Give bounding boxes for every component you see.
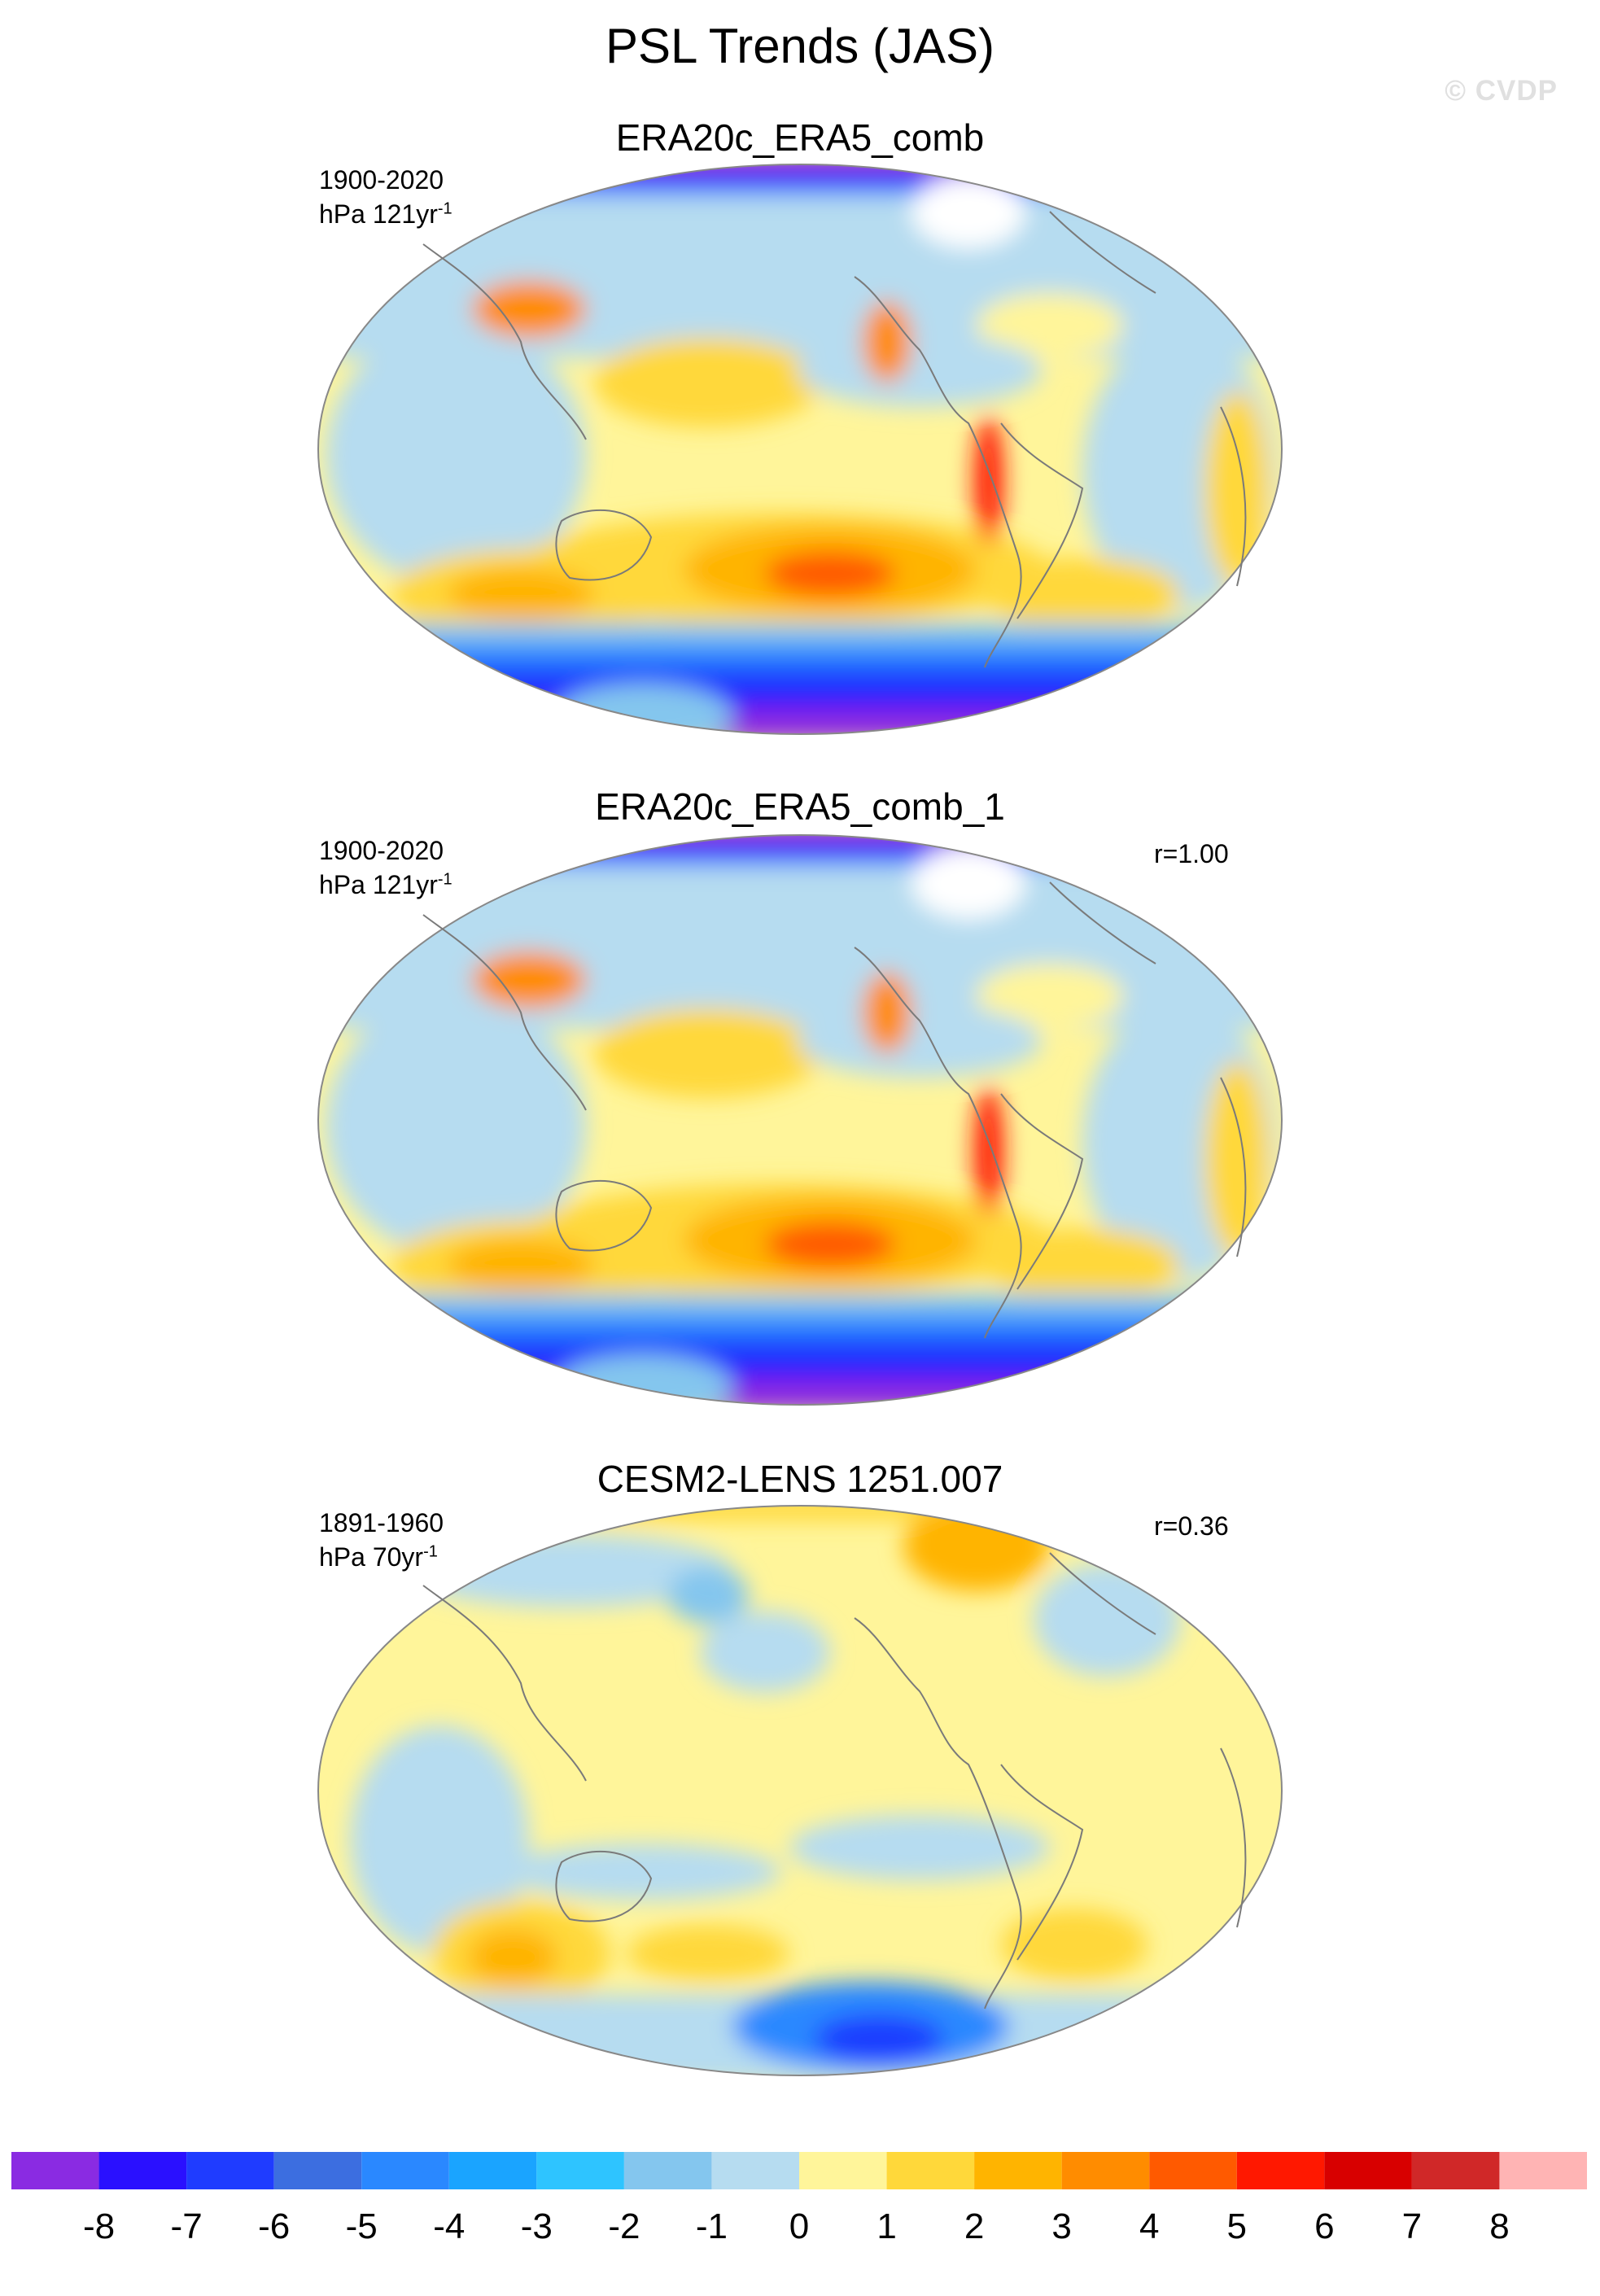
colorbar: -8 -7 -6 -5 -4 -3 -2 -1 0 1 2 3 4 5 6 7 8 [11,2152,1587,2246]
colorbar-label: -4 [433,2206,465,2246]
panel-1-units: hPa 121yr-1 [319,199,452,230]
colorbar-label: -8 [83,2206,115,2246]
colorbar-label: 1 [877,2206,896,2246]
colorbar-swatch-7 [623,2152,712,2189]
colorbar-swatch-13 [1149,2152,1237,2189]
colorbar-swatch-9 [799,2152,887,2189]
colorbar-label: 2 [964,2206,984,2246]
colorbar-label: -5 [346,2206,378,2246]
panel-3-outline [317,1505,1283,2076]
panel-3-units-exp: -1 [423,1542,438,1561]
panel-2-units-exp: -1 [437,870,452,889]
colorbar-swatch-12 [1061,2152,1150,2189]
panel-1-period: 1900-2020 [319,165,444,195]
colorbar-label: 5 [1227,2206,1247,2246]
panel-2-map [318,835,1282,1405]
colorbar-swatch-11 [974,2152,1062,2189]
panel-3-units-text: hPa 70yr [319,1542,424,1572]
colorbar-label: -2 [608,2206,640,2246]
colorbar-swatch-0 [11,2152,99,2189]
panel-3-period: 1891-1960 [319,1508,444,1537]
colorbar-label: 6 [1314,2206,1334,2246]
colorbar-swatch-1 [98,2152,187,2189]
colorbar-swatch-4 [361,2152,449,2189]
colorbar-label: -3 [521,2206,553,2246]
panel-2-title: ERA20c_ERA5_comb_1 [595,785,1005,828]
colorbar-label: 4 [1139,2206,1159,2246]
panel-2-outline [317,834,1283,1406]
maps-canvas [317,164,1283,2076]
colorbar-swatch-6 [536,2152,624,2189]
colorbar-swatch-16 [1411,2152,1500,2189]
panel-1-title: ERA20c_ERA5_comb [615,116,985,159]
colorbar-label: -1 [696,2206,728,2246]
colorbar-label: 7 [1402,2206,1422,2246]
panel-1-outline [317,164,1283,735]
panel-1-map [318,164,1282,734]
colorbar-swatch-15 [1324,2152,1412,2189]
colorbar-swatch-17 [1499,2152,1587,2189]
colorbar-swatch-8 [711,2152,799,2189]
panel-3-corr: r=0.36 [1154,1511,1229,1541]
colorbar-swatch-2 [186,2152,274,2189]
colorbar-label: -7 [171,2206,203,2246]
panel-3-title: CESM2-LENS 1251.007 [597,1458,1003,1500]
panel-2-units-text: hPa 121yr [319,870,438,899]
colorbar-label: 3 [1051,2206,1071,2246]
colorbar-swatch-5 [448,2152,537,2189]
panel-2-corr: r=1.00 [1154,839,1229,868]
panel-1-coastlines [422,211,1247,668]
colorbar-swatch-10 [886,2152,975,2189]
panel-3-coastlines [422,1552,1247,2010]
panel-1-units-text: hPa 121yr [319,199,438,229]
panel-2-coastlines [422,881,1247,1339]
panel-2-units: hPa 121yr-1 [319,870,452,900]
watermark: © CVDP [1445,75,1558,107]
panel-3-units: hPa 70yr-1 [319,1542,438,1572]
colorbar-swatch-14 [1236,2152,1325,2189]
panel-2-period: 1900-2020 [319,836,444,865]
figure-title: PSL Trends (JAS) [605,19,995,73]
colorbar-label: 0 [789,2206,809,2246]
colorbar-label: 8 [1489,2206,1509,2246]
panel-3-map [318,1506,1282,2075]
panel-1-units-exp: -1 [437,199,452,218]
colorbar-label: -6 [258,2206,290,2246]
colorbar-swatch-3 [273,2152,362,2189]
